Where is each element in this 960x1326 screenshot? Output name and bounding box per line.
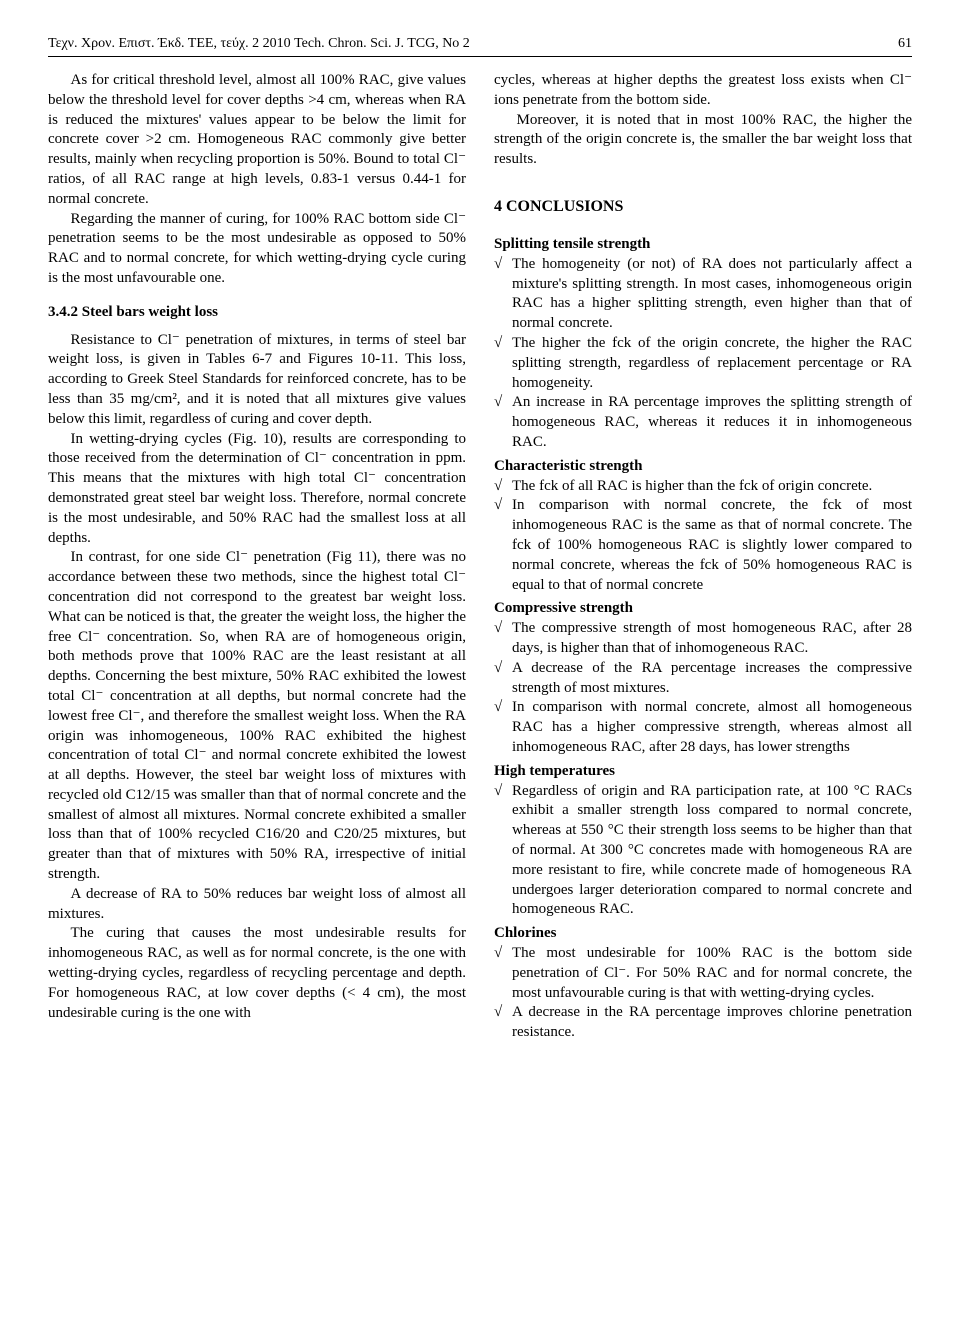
bullet-text: An increase in RA percentage improves th… [512, 393, 912, 452]
bullet-item: √ The homogeneity (or not) of RA does no… [494, 255, 912, 334]
bullet-text: The compressive strength of most homogen… [512, 619, 912, 659]
bullet-text: Regardless of origin and RA participatio… [512, 782, 912, 921]
bullet-item: √ In comparison with normal concrete, th… [494, 496, 912, 595]
bullet-text: The most undesirable for 100% RAC is the… [512, 944, 912, 1003]
bullet-text: The higher the fck of the origin concret… [512, 334, 912, 393]
check-icon: √ [494, 496, 512, 595]
group-heading: Compressive strength [494, 599, 912, 619]
paragraph: cycles, whereas at higher depths the gre… [494, 71, 912, 111]
check-icon: √ [494, 619, 512, 659]
group-heading: Splitting tensile strength [494, 235, 912, 255]
paragraph: A decrease of RA to 50% reduces bar weig… [48, 885, 466, 925]
paragraph: Moreover, it is noted that in most 100% … [494, 111, 912, 170]
check-icon: √ [494, 477, 512, 497]
bullet-text: The fck of all RAC is higher than the fc… [512, 477, 912, 497]
check-icon: √ [494, 334, 512, 393]
group-heading: High temperatures [494, 762, 912, 782]
bullet-text: A decrease in the RA percentage improves… [512, 1003, 912, 1043]
check-icon: √ [494, 698, 512, 757]
group-heading: Characteristic strength [494, 457, 912, 477]
header-left: Τεχν. Χρον. Επιστ. Έκδ. ΤΕΕ, τεύχ. 2 201… [48, 36, 470, 52]
bullet-text: The homogeneity (or not) of RA does not … [512, 255, 912, 334]
bullet-item: √ The most undesirable for 100% RAC is t… [494, 944, 912, 1003]
bullet-item: √ A decrease in the RA percentage improv… [494, 1003, 912, 1043]
check-icon: √ [494, 944, 512, 1003]
paragraph: In contrast, for one side Cl⁻ penetratio… [48, 548, 466, 885]
header-page-number: 61 [898, 36, 912, 52]
bullet-item: √ The fck of all RAC is higher than the … [494, 477, 912, 497]
section-heading: 4 CONCLUSIONS [494, 196, 912, 217]
paragraph: In wetting-drying cycles (Fig. 10), resu… [48, 430, 466, 549]
bullet-item: √ The higher the fck of the origin concr… [494, 334, 912, 393]
bullet-item: √ Regardless of origin and RA participat… [494, 782, 912, 921]
page-header: Τεχν. Χρον. Επιστ. Έκδ. ΤΕΕ, τεύχ. 2 201… [48, 36, 912, 57]
check-icon: √ [494, 255, 512, 334]
paragraph: Resistance to Cl⁻ penetration of mixture… [48, 331, 466, 430]
check-icon: √ [494, 393, 512, 452]
subsection-heading: 3.4.2 Steel bars weight loss [48, 303, 466, 323]
bullet-item: √ A decrease of the RA percentage increa… [494, 659, 912, 699]
paragraph: The curing that causes the most undesira… [48, 924, 466, 1023]
bullet-item: √ The compressive strength of most homog… [494, 619, 912, 659]
check-icon: √ [494, 659, 512, 699]
group-heading: Chlorines [494, 924, 912, 944]
bullet-text: In comparison with normal concrete, almo… [512, 698, 912, 757]
bullet-item: √ An increase in RA percentage improves … [494, 393, 912, 452]
bullet-text: A decrease of the RA percentage increase… [512, 659, 912, 699]
paragraph: Regarding the manner of curing, for 100%… [48, 210, 466, 289]
bullet-text: In comparison with normal concrete, the … [512, 496, 912, 595]
check-icon: √ [494, 1003, 512, 1043]
check-icon: √ [494, 782, 512, 921]
body-columns: As for critical threshold level, almost … [48, 71, 912, 1043]
paragraph: As for critical threshold level, almost … [48, 71, 466, 210]
bullet-item: √ In comparison with normal concrete, al… [494, 698, 912, 757]
